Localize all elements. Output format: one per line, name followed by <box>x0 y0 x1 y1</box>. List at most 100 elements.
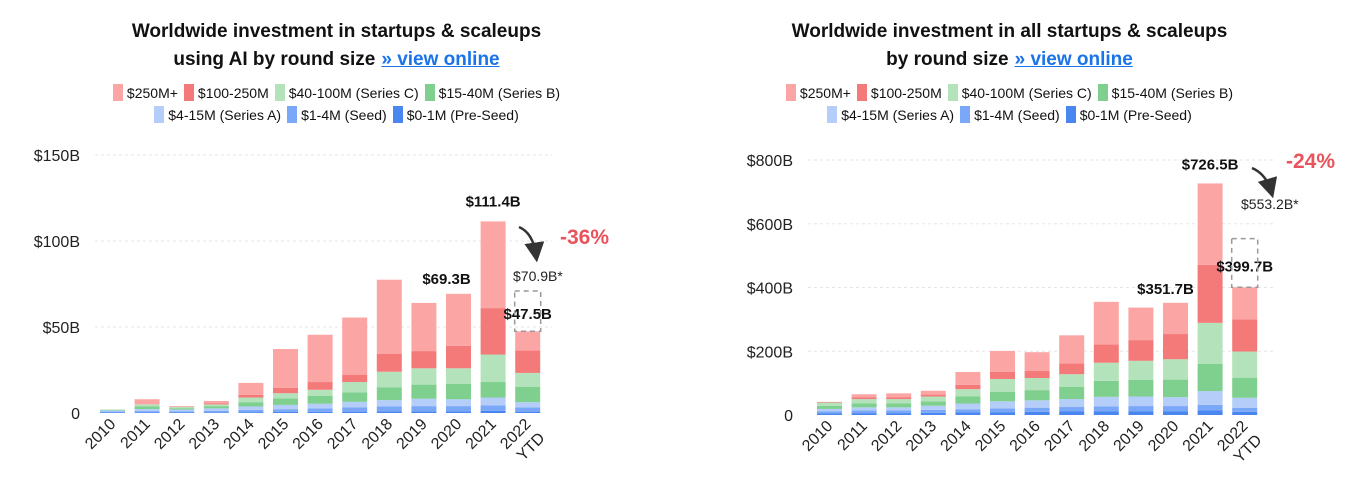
bar-segment-2021-250m <box>480 221 506 309</box>
legend-swatch <box>960 106 971 123</box>
view-online-link[interactable]: » view online <box>1014 49 1133 70</box>
bar-segment-2010-1-4m-seed <box>817 411 842 414</box>
legend-item-100-250m: $100-250M <box>856 82 942 104</box>
bar-segment-2021-40-100m-series-c <box>480 354 506 383</box>
bar-segment-2017-40-100m-series-c <box>1059 374 1085 387</box>
bar-segment-2012-15-40m-series-b <box>886 403 912 408</box>
legend-label: $15-40M (Series B) <box>438 85 561 101</box>
decline-arrow <box>518 225 545 263</box>
projection-label: $70.9B* <box>513 268 563 284</box>
bar-segment-2020-0-1m-pre-seed <box>1163 411 1188 415</box>
x-tick-label: 2012 <box>151 416 188 453</box>
legend-item-1-4m-seed: $1-4M (Seed) <box>960 104 1060 126</box>
view-online-link[interactable]: » view online <box>381 49 500 70</box>
bar-segment-2019-15-40m-series-b <box>1128 379 1154 397</box>
bar-segment-2013-15-40m-series-b <box>203 406 229 409</box>
bar-segment-2017-0-1m-pre-seed <box>342 411 368 413</box>
bar-segment-2020-250m <box>1163 302 1188 335</box>
legend-label: $250M+ <box>799 85 851 101</box>
bar-segment-2018-15-40m-series-b <box>376 387 402 401</box>
legend-swatch <box>827 106 838 123</box>
bar-segment-2011-250m <box>134 399 160 405</box>
bar-segment-2018-100-250m <box>1093 344 1119 363</box>
bar-segment-2011-0-1m-pre-seed <box>851 413 877 415</box>
bar-segment-2019-15-40m-series-b <box>411 384 437 399</box>
x-tick-label: 2012 <box>868 418 905 455</box>
legend-item-0-1m-pre-seed: $0-1M (Pre-Seed) <box>1065 104 1192 126</box>
x-tick-label: 2018 <box>1076 418 1113 455</box>
y-tick-label: $400B <box>747 281 793 298</box>
bar-segment-2021-15-40m-series-b <box>480 382 506 398</box>
bar-segment-2016-4-15m-series-a <box>1024 400 1050 408</box>
legend-item-4-15m-series-a: $4-15M (Series A) <box>827 104 954 126</box>
bar-segment-2013-40-100m-series-c <box>203 404 229 407</box>
bar-segment-2013-0-1m-pre-seed <box>203 412 229 413</box>
bar-segment-2018-250m <box>376 279 402 354</box>
bar-segment-2012-4-15m-series-a <box>886 407 912 411</box>
bar-segment-2022-40-100m-series-c <box>515 372 541 387</box>
total-label-2020: $69.3B <box>422 271 471 288</box>
bar-segment-2016-1-4m-seed <box>1024 407 1050 412</box>
legend-swatch <box>785 84 796 101</box>
bar-segment-2012-1-4m-seed <box>886 410 912 414</box>
x-tick-label: 2020 <box>1145 418 1182 455</box>
legend-label: $1-4M (Seed) <box>301 107 387 123</box>
bar-segment-2020-15-40m-series-b <box>446 383 471 400</box>
bar-segment-2010-0-1m-pre-seed <box>100 412 125 413</box>
x-tick-label: 2021 <box>463 416 500 453</box>
bar-segment-2021-100-250m <box>1197 264 1223 323</box>
projection-box <box>1230 237 1259 289</box>
bar-segment-2022-4-15m-series-a <box>515 402 541 408</box>
y-tick-label: 0 <box>71 406 80 423</box>
bar-segment-2015-40-100m-series-c <box>990 378 1015 392</box>
bar-segment-2010-0-1m-pre-seed <box>817 413 842 415</box>
bar-segment-2011-15-40m-series-b <box>851 403 877 408</box>
bar-segment-2010-4-15m-series-a <box>100 410 125 412</box>
bar-segment-2020-4-15m-series-a <box>1163 397 1188 407</box>
bar-segment-2018-0-1m-pre-seed <box>1093 411 1119 415</box>
bar-segment-2010-4-15m-series-a <box>817 408 842 412</box>
legend-swatch <box>1097 84 1108 101</box>
bar-segment-2013-4-15m-series-a <box>920 405 946 410</box>
legend-item-250m: $250M+ <box>112 82 178 104</box>
legend-item-1-4m-seed: $1-4M (Seed) <box>287 104 387 126</box>
legend-label: $100-250M <box>197 85 269 101</box>
bar-segment-2016-100-250m <box>1024 371 1050 379</box>
bar-segment-2014-15-40m-series-b <box>955 396 981 404</box>
y-tick-label: $50B <box>43 320 80 337</box>
bar-segment-2022-100-250m <box>515 350 541 373</box>
chart-legend: $250M+ $100-250M $40-100M (Series C) $15-40… <box>0 82 673 126</box>
bar-segment-2011-4-15m-series-a <box>851 407 877 411</box>
bar-segment-2022-15-40m-series-b <box>1232 377 1258 398</box>
bar-segment-2014-4-15m-series-a <box>955 403 981 410</box>
bar-segment-2012-40-100m-series-c <box>886 399 912 404</box>
bar-segment-2022-250m <box>1232 287 1258 320</box>
x-tick-label: 2021 <box>1180 418 1217 455</box>
bar-segment-2022-250m <box>515 331 541 351</box>
total-label-2020: $351.7B <box>1137 281 1194 298</box>
bar-segment-2010-40-100m-series-c <box>817 402 842 406</box>
bar-segment-2017-4-15m-series-a <box>342 401 368 408</box>
bar-segment-2018-40-100m-series-c <box>376 371 402 388</box>
legend-swatch <box>112 84 123 101</box>
legend-label: $40-100M (Series C) <box>961 85 1092 101</box>
y-tick-label: $600B <box>747 217 793 234</box>
bar-segment-2011-100-250m <box>851 397 877 400</box>
chart-legend: $250M+ $100-250M $40-100M (Series C) $15-40… <box>673 82 1346 126</box>
x-tick-label: 2011 <box>835 418 871 454</box>
bar-segment-2015-250m <box>273 349 298 388</box>
bar-segment-2022-0-1m-pre-seed <box>1232 411 1258 415</box>
x-tick-label: 2015 <box>255 416 292 453</box>
bar-segment-2018-15-40m-series-b <box>1093 380 1119 397</box>
legend-label: $250M+ <box>126 85 178 101</box>
bar-segment-2020-100-250m <box>1163 334 1188 360</box>
bar-segment-2017-4-15m-series-a <box>1059 399 1085 408</box>
bar-segment-2017-100-250m <box>1059 363 1085 375</box>
bar-segment-2017-40-100m-series-c <box>342 382 368 393</box>
legend-swatch <box>1065 106 1076 123</box>
bar-segment-2012-100-250m <box>886 397 912 400</box>
stacked-bar-chart: 0$200B$400B$600B$800B2010201120122013201… <box>747 150 1336 466</box>
bar-segment-2022-15-40m-series-b <box>515 386 541 403</box>
bar-segment-2016-15-40m-series-b <box>1024 390 1050 401</box>
bar-segment-2015-40-100m-series-c <box>273 393 298 399</box>
